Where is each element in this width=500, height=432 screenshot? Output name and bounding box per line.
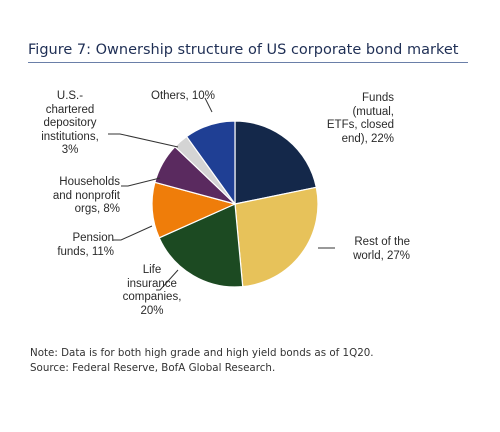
title-divider	[28, 62, 468, 63]
slice-label-life-insurance: Life insurance companies, 20%	[122, 264, 182, 317]
pie-slice-rest-of-the-world	[234, 186, 319, 288]
leader-pension	[113, 225, 153, 241]
slice-label-others: Others, 10%	[151, 90, 215, 102]
slice-label-households: Households and nonprofit orgs, 8%	[52, 176, 120, 215]
leader-households	[121, 177, 161, 187]
pie-slice-life-insurance-companies	[158, 203, 244, 288]
leader-life-insurance	[156, 269, 179, 291]
note-line: Note: Data is for both high grade and hi…	[30, 347, 374, 359]
slice-label-depository: U.S.- chartered depository institutions,…	[41, 90, 99, 156]
chart-title: Figure 7: Ownership structure of US corp…	[28, 42, 459, 58]
slice-label-rest-of-world: Rest of the world, 27%	[353, 236, 410, 262]
pie-slice-others	[185, 120, 236, 206]
pie-slices	[151, 120, 319, 288]
leader-others	[204, 97, 213, 113]
slice-label-pension: Pension funds, 11%	[57, 232, 114, 258]
leader-lines	[108, 97, 335, 291]
pie-slice-funds-mutual-etfs-closed-end	[234, 120, 318, 205]
slice-label-funds: Funds (mutual, ETFs, closed end), 22%	[326, 92, 394, 145]
leader-depository	[108, 133, 179, 148]
chart-note: Note: Data is for both high grade and hi…	[30, 346, 374, 376]
source-line: Source: Federal Reserve, BofA Global Res…	[30, 362, 276, 374]
